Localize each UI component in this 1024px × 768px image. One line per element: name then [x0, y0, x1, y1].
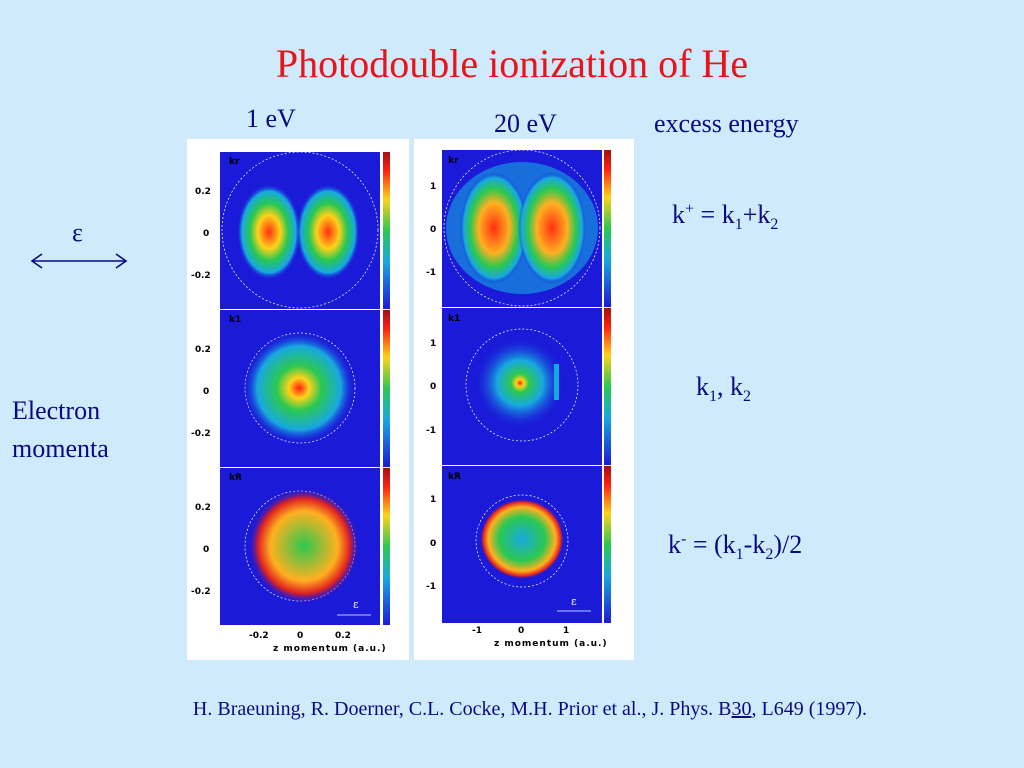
epsilon-symbol: ε — [72, 218, 83, 247]
colorbar-5 — [604, 308, 611, 465]
x-tick-e: 0 — [518, 626, 524, 636]
y-tick-r5-b: 0 — [430, 382, 436, 392]
equation-k1-k2: k1, k2 — [696, 372, 751, 406]
energy-label-1ev: 1 eV — [246, 104, 296, 133]
momentum-maps-1ev: kr k1 kR ε 0.2 0 -0.2 0.2 0 -0.2 0.2 0 -… — [191, 151, 390, 654]
row-label-3: kR — [229, 473, 242, 483]
y-tick-r6-b: 0 — [430, 539, 436, 549]
excess-energy-label: excess energy — [654, 109, 799, 138]
row-label-6: kR — [448, 472, 461, 482]
y-tick-r4-c: -1 — [426, 268, 436, 278]
side-label-line1: Electron — [12, 396, 101, 425]
polarization-arrow-icon — [30, 253, 128, 269]
row-label-2: k1 — [229, 315, 241, 325]
x-tick-c: 0.2 — [335, 631, 351, 641]
side-label-line2: momenta — [12, 434, 109, 463]
epsilon-inset-label: ε — [353, 598, 359, 611]
x-tick-b: 0 — [297, 631, 303, 641]
row-label-1: kr — [229, 157, 240, 167]
y-tick-r1-b: 0 — [203, 229, 209, 239]
y-tick-r6-c: -1 — [426, 582, 436, 592]
y-tick-r2-a: 0.2 — [195, 345, 211, 355]
y-tick-r4-a: 1 — [430, 182, 436, 192]
y-tick-r1-c: -0.2 — [191, 271, 211, 281]
colorbar-2 — [383, 310, 390, 467]
colorbar-6 — [604, 466, 611, 623]
row-label-5: k1 — [448, 314, 460, 324]
colorbar-4 — [604, 150, 611, 307]
figure-panel-1ev: kr k1 kR ε 0.2 0 -0.2 0.2 0 -0.2 0.2 0 -… — [187, 139, 409, 660]
y-tick-r3-c: -0.2 — [191, 587, 211, 597]
equation-k-minus: k- = (k1-k2)/2 — [668, 530, 803, 564]
y-tick-r2-c: -0.2 — [191, 429, 211, 439]
y-tick-r3-a: 0.2 — [195, 503, 211, 513]
equation-k-plus: k+ = k1+k2 — [672, 200, 779, 234]
y-tick-r4-b: 0 — [430, 225, 436, 235]
side-label: Electron momenta — [12, 392, 109, 468]
row-label-4: kr — [448, 156, 459, 166]
citation: H. Braeuning, R. Doerner, C.L. Cocke, M.… — [192, 698, 868, 720]
energy-label-20ev: 20 eV — [494, 109, 557, 138]
figure-panel-20ev: kr k1 kR ε 1 0 -1 1 0 -1 1 0 -1 -1 0 1 z… — [414, 139, 634, 660]
y-tick-r2-b: 0 — [203, 387, 209, 397]
y-tick-r6-a: 1 — [430, 495, 436, 505]
y-tick-r1-a: 0.2 — [195, 187, 211, 197]
y-tick-r5-a: 1 — [430, 339, 436, 349]
x-axis-title: z momentum (a.u.) — [273, 644, 387, 654]
x-tick-f: 1 — [563, 626, 569, 636]
colorbar-1 — [383, 152, 390, 309]
x-tick-a: -0.2 — [249, 631, 269, 641]
colorbar-3 — [383, 468, 390, 625]
y-tick-r5-c: -1 — [426, 426, 436, 436]
slide-title: Photodouble ionization of He — [275, 41, 749, 86]
epsilon-inset-label-2: ε — [571, 595, 577, 608]
momentum-maps-20ev: kr k1 kR ε 1 0 -1 1 0 -1 1 0 -1 -1 0 1 z… — [426, 149, 611, 649]
x-axis-title-2: z momentum (a.u.) — [494, 639, 608, 649]
x-tick-d: -1 — [472, 626, 482, 636]
y-tick-r3-b: 0 — [203, 545, 209, 555]
